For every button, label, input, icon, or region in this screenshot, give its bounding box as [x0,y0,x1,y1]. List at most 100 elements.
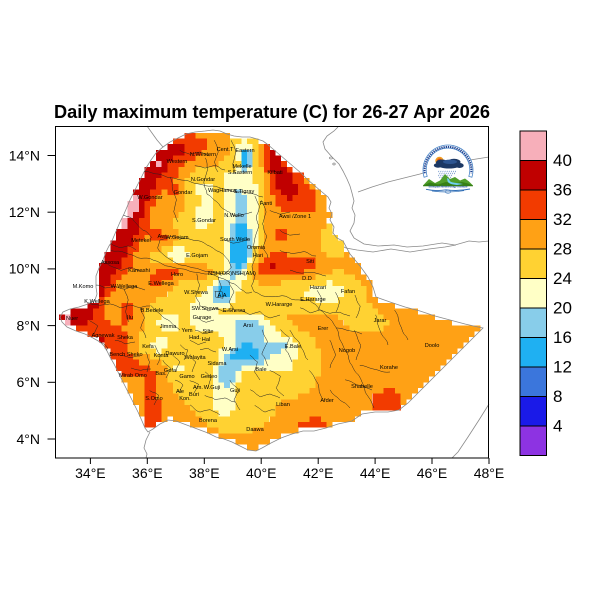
svg-text:40: 40 [553,151,572,170]
svg-text:10°N: 10°N [9,261,40,277]
svg-text:N.Wello: N.Wello [224,213,243,219]
svg-text:Daawa: Daawa [246,427,264,433]
svg-text:Kon.: Kon. [179,396,191,402]
svg-text:Assosa: Assosa [101,260,120,266]
svg-text:Bench Sheko: Bench Sheko [109,352,142,358]
svg-text:Dawuro: Dawuro [165,351,184,357]
svg-text:Hari: Hari [253,253,263,259]
svg-text:4: 4 [553,417,562,436]
svg-text:Ale: Ale [176,389,184,395]
svg-text:6°N: 6°N [17,374,41,390]
svg-text:16: 16 [553,328,572,347]
svg-text:Kefa: Kefa [142,344,154,350]
svg-text:36°E: 36°E [132,465,163,481]
svg-text:Metekel: Metekel [131,238,151,244]
svg-text:46°E: 46°E [417,465,448,481]
svg-text:W.Wellega: W.Wellega [111,284,139,290]
svg-text:W.Shewa: W.Shewa [184,290,209,296]
svg-text:WagHamra: WagHamra [208,188,237,194]
svg-text:S.Omo: S.Omo [145,396,162,402]
svg-text:Bale: Bale [255,367,266,373]
svg-text:Hazari: Hazari [310,285,326,291]
svg-text:Jarar: Jarar [374,318,387,324]
svg-text:W.Gojam: W.Gojam [165,235,188,241]
svg-text:34°E: 34°E [75,465,106,481]
svg-text:Cent.T: Cent.T [217,147,234,153]
svg-text:A.A: A.A [217,293,226,299]
svg-text:Erer: Erer [318,326,329,332]
svg-text:Gofa: Gofa [164,368,177,374]
svg-text:Yem: Yem [182,328,193,334]
svg-text:SW.Shewa: SW.Shewa [191,306,219,312]
svg-text:Ethiopian Meteorology Institut: Ethiopian Meteorology Institute [429,185,468,189]
svg-text:Fanti: Fanti [260,201,272,207]
svg-text:Hal: Hal [202,337,210,343]
svg-text:12°N: 12°N [9,204,40,220]
svg-text:Kilbati: Kilbati [267,170,282,176]
svg-text:Fafan: Fafan [341,289,355,295]
svg-text:44°E: 44°E [360,465,391,481]
svg-text:Daily maximum temperature (C): Daily maximum temperature (C) for 26-27 … [54,102,490,122]
svg-text:48°E: 48°E [474,465,505,481]
svg-text:Western: Western [167,159,188,165]
svg-text:Mirab Omo: Mirab Omo [119,373,147,379]
svg-text:Korahe: Korahe [380,365,398,371]
svg-text:Borena: Borena [199,418,218,424]
svg-text:Oromia: Oromia [247,245,266,251]
svg-text:Gondar: Gondar [174,190,193,196]
svg-text:E.Bale: E.Bale [285,344,301,350]
svg-text:W.Gondar: W.Gondar [137,195,162,201]
svg-text:E.Hararge: E.Hararge [300,297,326,303]
svg-text:Bas.: Bas. [155,371,167,377]
svg-text:Agnewak: Agnewak [91,333,114,339]
svg-text:Nogob: Nogob [339,348,355,354]
svg-text:40°E: 40°E [246,465,277,481]
svg-text:Ilu: Ilu [127,315,133,321]
svg-text:14°N: 14°N [9,147,40,163]
svg-text:Buri: Buri [189,392,199,398]
svg-text:E.Wellega: E.Wellega [148,281,174,287]
svg-text:42°E: 42°E [303,465,334,481]
svg-text:W.Guji: W.Guji [204,385,220,391]
svg-text:E.Shewa: E.Shewa [223,308,246,314]
svg-text:D.D: D.D [302,276,312,282]
svg-text:W.Arsi: W.Arsi [222,347,238,353]
svg-text:Gedeo: Gedeo [201,374,218,380]
svg-text:Sidama: Sidama [208,361,228,367]
svg-text:M.Komo: M.Komo [73,284,94,290]
svg-text:Gurage: Gurage [193,315,212,321]
svg-text:Eastern: Eastern [235,148,254,154]
svg-text:S.Gondar: S.Gondar [192,218,216,224]
svg-text:20: 20 [553,299,572,318]
svg-text:Afder: Afder [320,398,334,404]
svg-text:4°N: 4°N [17,431,41,447]
svg-text:38°E: 38°E [189,465,220,481]
svg-text:K.Wellega: K.Wellega [84,299,110,305]
svg-text:Awi: Awi [158,234,167,240]
svg-text:12: 12 [553,358,572,377]
svg-text:W.Hararge: W.Hararge [266,302,293,308]
svg-text:28: 28 [553,240,572,259]
svg-text:Doolo: Doolo [425,343,440,349]
svg-text:S.Tigray: S.Tigray [234,189,255,195]
svg-text:36: 36 [553,181,572,200]
svg-text:8°N: 8°N [17,317,41,333]
svg-text:Siti: Siti [306,259,314,265]
svg-text:Mekelle: Mekelle [232,164,251,170]
svg-text:Am.: Am. [193,385,203,391]
svg-text:Nuer: Nuer [66,316,78,322]
svg-text:South Wello: South Wello [220,237,250,243]
svg-text:32: 32 [553,210,572,229]
svg-text:Wolayita: Wolayita [184,355,206,361]
svg-text:Awsi /Zone 1: Awsi /Zone 1 [279,214,311,220]
svg-text:Liban: Liban [276,402,290,408]
svg-text:8: 8 [553,387,562,406]
svg-text:Had.: Had. [189,335,201,341]
svg-text:Sheka: Sheka [117,335,134,341]
svg-text:Gamo: Gamo [179,374,194,380]
svg-text:N.Gondar: N.Gondar [191,177,215,183]
svg-text:Jimma: Jimma [160,324,177,330]
svg-text:Arsi: Arsi [243,323,253,329]
svg-text:Silte: Silte [203,329,214,335]
svg-text:B.Bedele: B.Bedele [141,308,164,314]
